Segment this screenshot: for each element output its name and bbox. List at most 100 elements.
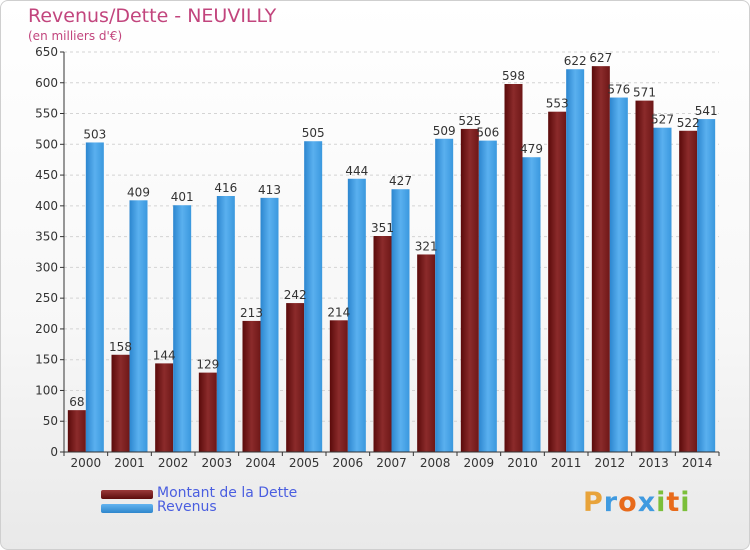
data-label-revenus: 503 xyxy=(83,127,106,141)
y-tick-label: 650 xyxy=(35,45,58,59)
bar-revenus xyxy=(260,197,279,452)
bar-dette xyxy=(198,372,217,452)
x-tick-label: 2013 xyxy=(638,456,669,470)
data-label-revenus: 479 xyxy=(520,142,543,156)
bar-revenus xyxy=(653,127,672,452)
bar-revenus xyxy=(347,178,366,452)
x-tick-label: 2005 xyxy=(289,456,320,470)
data-label-dette: 522 xyxy=(677,116,700,130)
bar-dette xyxy=(679,130,698,452)
y-tick-label: 50 xyxy=(43,414,58,428)
x-tick-label: 2010 xyxy=(507,456,538,470)
x-tick-label: 2004 xyxy=(245,456,276,470)
legend-label-revenus: Revenus xyxy=(157,499,217,515)
bar-dette xyxy=(329,320,348,452)
bar-revenus xyxy=(216,196,235,452)
logo-letter: i xyxy=(656,487,667,518)
y-tick-label: 450 xyxy=(35,168,58,182)
data-label-revenus: 416 xyxy=(214,181,237,195)
y-tick-label: 200 xyxy=(35,322,58,336)
x-tick-label: 2009 xyxy=(464,456,495,470)
data-label-dette: 158 xyxy=(109,340,132,354)
chart-subtitle: (en milliers d'€) xyxy=(28,29,123,43)
bar-dette xyxy=(67,410,86,452)
data-label-dette: 214 xyxy=(327,305,350,319)
data-label-dette: 525 xyxy=(458,114,481,128)
chart-title: Revenus/Dette - NEUVILLY xyxy=(28,5,277,27)
data-label-dette: 553 xyxy=(546,97,569,111)
x-tick-label: 2003 xyxy=(202,456,233,470)
data-label-revenus: 527 xyxy=(651,113,674,127)
logo-letter: x xyxy=(637,487,657,518)
proxiti-logo: Proxiti xyxy=(583,487,691,518)
data-label-revenus: 541 xyxy=(695,104,718,118)
bar-revenus xyxy=(522,157,541,452)
data-label-revenus: 509 xyxy=(433,124,456,138)
bar-revenus xyxy=(129,200,148,452)
bar-revenus xyxy=(609,97,628,453)
x-tick-label: 2007 xyxy=(376,456,407,470)
y-tick-label: 250 xyxy=(35,291,58,305)
bar-dette xyxy=(635,100,654,452)
bar-revenus xyxy=(304,141,323,452)
y-tick-label: 350 xyxy=(35,230,58,244)
data-label-dette: 571 xyxy=(633,86,656,100)
logo-letter: r xyxy=(603,487,619,518)
logo-letter: t xyxy=(666,487,681,518)
bar-revenus xyxy=(173,205,192,452)
data-label-dette: 129 xyxy=(196,358,219,372)
bar-dette xyxy=(591,66,610,453)
y-tick-label: 300 xyxy=(35,260,58,274)
data-label-revenus: 506 xyxy=(476,126,499,140)
logo-letter: P xyxy=(583,487,604,518)
data-label-revenus: 576 xyxy=(607,83,630,97)
data-label-revenus: 401 xyxy=(171,190,194,204)
data-label-revenus: 505 xyxy=(302,126,325,140)
x-tick-label: 2008 xyxy=(420,456,451,470)
bar-dette xyxy=(286,303,305,452)
data-label-dette: 242 xyxy=(284,288,307,302)
y-tick-label: 0 xyxy=(50,445,58,459)
bar-revenus xyxy=(85,142,104,452)
y-tick-label: 600 xyxy=(35,76,58,90)
y-tick-label: 150 xyxy=(35,353,58,367)
data-label-dette: 144 xyxy=(153,348,176,362)
x-tick-label: 2011 xyxy=(551,456,582,470)
y-tick-label: 400 xyxy=(35,199,58,213)
y-tick-label: 500 xyxy=(35,137,58,151)
data-label-revenus: 409 xyxy=(127,185,150,199)
data-label-dette: 68 xyxy=(69,395,84,409)
bar-revenus xyxy=(391,189,410,452)
x-tick-label: 2002 xyxy=(158,456,189,470)
bar-dette xyxy=(242,320,261,452)
x-tick-label: 2000 xyxy=(71,456,102,470)
bar-dette xyxy=(155,363,174,452)
data-label-revenus: 444 xyxy=(345,164,368,178)
x-tick-label: 2006 xyxy=(333,456,364,470)
y-tick-label: 550 xyxy=(35,107,58,121)
bar-dette xyxy=(460,128,479,452)
data-label-dette: 321 xyxy=(415,239,438,253)
data-label-dette: 598 xyxy=(502,69,525,83)
data-label-dette: 351 xyxy=(371,221,394,235)
bar-dette xyxy=(373,236,392,452)
y-tick-label: 100 xyxy=(35,383,58,397)
logo-letter: i xyxy=(680,487,691,518)
bar-dette xyxy=(548,111,567,452)
bar-dette xyxy=(417,254,436,452)
bar-revenus xyxy=(697,119,716,453)
legend-swatch-dette xyxy=(101,490,153,499)
data-label-revenus: 413 xyxy=(258,183,281,197)
bar-revenus xyxy=(435,138,454,452)
data-label-revenus: 427 xyxy=(389,174,412,188)
legend-label-dette: Montant de la Dette xyxy=(157,485,298,501)
bar-revenus xyxy=(566,69,585,452)
data-label-revenus: 622 xyxy=(564,54,587,68)
bar-revenus xyxy=(478,140,497,452)
bar-dette xyxy=(504,84,523,452)
data-label-dette: 213 xyxy=(240,306,263,320)
x-tick-label: 2001 xyxy=(114,456,145,470)
logo-letter: o xyxy=(618,487,638,518)
